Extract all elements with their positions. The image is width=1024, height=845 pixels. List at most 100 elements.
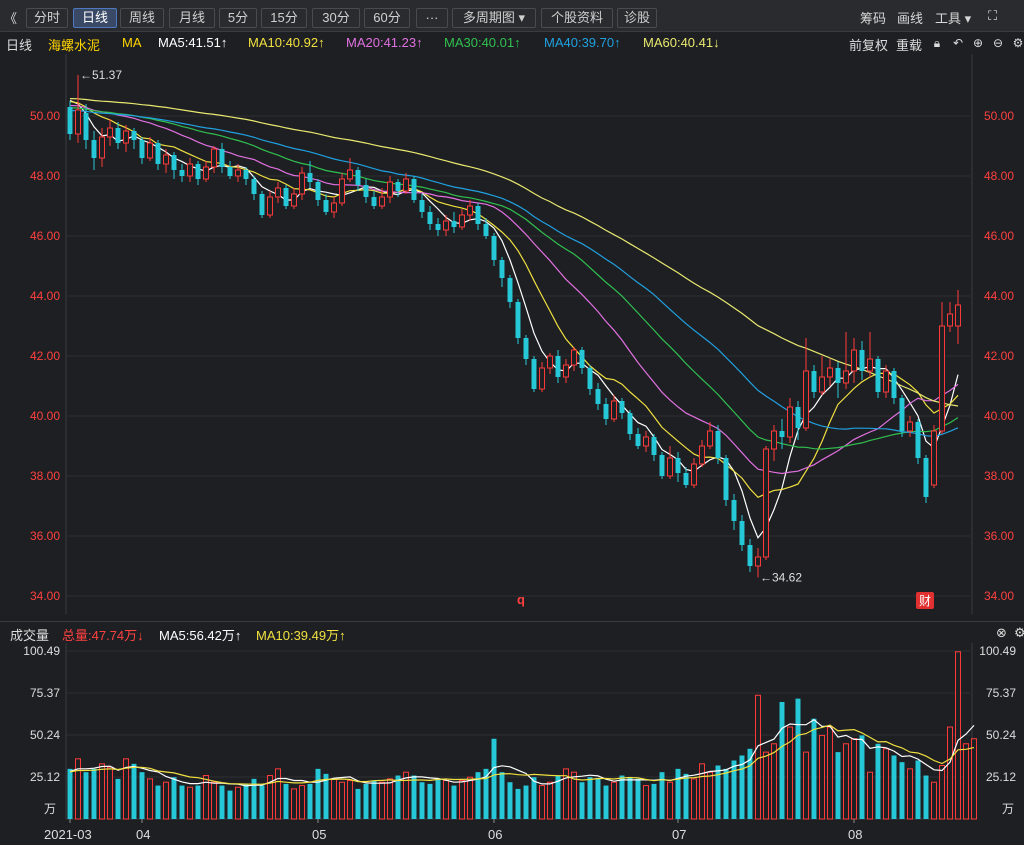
volume-bar xyxy=(91,768,97,819)
volume-bar xyxy=(395,775,401,819)
zoom-out-icon[interactable]: ⊖ xyxy=(992,36,1004,50)
candle xyxy=(939,302,945,434)
volume-bar xyxy=(283,783,289,819)
volume-bar xyxy=(683,773,689,819)
fullscreen-icon[interactable]: ⛶ xyxy=(988,8,998,23)
volume-bar xyxy=(619,775,625,819)
volume-bar xyxy=(699,763,705,820)
candle xyxy=(675,452,681,482)
volume-bar xyxy=(475,772,481,819)
tab-12[interactable]: 诊股 xyxy=(617,8,657,28)
tab-3[interactable]: 周线 xyxy=(120,8,164,28)
volume-bar xyxy=(971,738,977,820)
tab-6[interactable]: 15分 xyxy=(261,8,307,28)
volume-bar xyxy=(179,785,185,819)
candle xyxy=(651,434,657,461)
volume-bar xyxy=(379,781,385,820)
event-marker-q[interactable]: q xyxy=(517,592,525,607)
ma-label[interactable]: MA xyxy=(122,35,142,50)
candle xyxy=(699,440,705,467)
date-tick: 05 xyxy=(312,827,326,842)
ma30-line xyxy=(69,107,959,450)
volume-bar xyxy=(243,783,249,819)
candle xyxy=(427,206,433,230)
volume-bar xyxy=(715,765,721,819)
volume-bar xyxy=(299,785,305,820)
ma20-value: MA20:41.23↑ xyxy=(346,35,423,50)
kline-chart[interactable]: 50.00 50.00 48.00 48.00 46.00 46.00 44.00 44.00… xyxy=(0,54,1024,620)
close-volume-icon[interactable]: ⊗ xyxy=(996,625,1007,640)
volume-chart[interactable]: 100.49 100.49 75.37 75.37 50.24 50.24 25.12 25.… xyxy=(0,643,1024,845)
reload-button[interactable]: 重载 xyxy=(896,38,923,53)
right-volume-unit: 万 xyxy=(1002,802,1014,816)
candle xyxy=(347,158,353,182)
tab-1[interactable]: 分时 xyxy=(26,8,68,28)
volume-bar xyxy=(235,786,241,820)
candle xyxy=(923,455,929,503)
volume-bar xyxy=(507,782,513,819)
volume-bar xyxy=(611,781,617,820)
finance-badge[interactable] xyxy=(916,592,934,609)
candle xyxy=(843,332,849,389)
volume-bar xyxy=(155,785,161,819)
volume-bar xyxy=(859,735,865,819)
volume-bar xyxy=(123,758,129,820)
settings-icon[interactable]: ⚙ xyxy=(1012,36,1024,50)
volume-settings-icon[interactable]: ⚙ xyxy=(1014,625,1024,640)
zoom-in-icon[interactable]: ⊕ xyxy=(972,36,984,50)
volume-bar xyxy=(691,778,697,820)
candle xyxy=(83,104,89,149)
tab-11[interactable]: 个股资料 xyxy=(541,8,613,28)
volume-bar xyxy=(251,778,257,819)
volume-bar xyxy=(931,781,937,820)
draw-button[interactable]: 画线 xyxy=(897,11,924,26)
candle xyxy=(755,548,761,578)
volume-title: 成交量 xyxy=(10,628,50,643)
left-volume-tick: 25.12 xyxy=(30,770,60,784)
candle xyxy=(851,338,857,383)
volume-bar xyxy=(899,762,905,819)
volume-bar xyxy=(803,751,809,820)
candle xyxy=(715,425,721,464)
right-price-tick: 40.00 xyxy=(984,409,1014,423)
tab-10[interactable]: 多周期图 ▾ xyxy=(452,8,536,28)
undo-icon[interactable]: ↶ xyxy=(952,36,964,50)
volume-bar xyxy=(267,775,273,820)
candle xyxy=(251,176,257,200)
candle xyxy=(267,191,273,218)
candle xyxy=(883,365,889,398)
back-icon[interactable]: 《 xyxy=(4,11,18,26)
tab-5[interactable]: 5分 xyxy=(219,8,257,28)
volume-ma10-line xyxy=(69,724,975,785)
candle xyxy=(355,167,361,191)
volume-bar xyxy=(595,778,601,819)
left-price-tick: 44.00 xyxy=(30,289,60,303)
tools-menu[interactable]: 工具 ▾ xyxy=(935,11,972,26)
candle xyxy=(163,149,169,173)
left-volume-tick: 50.24 xyxy=(30,728,60,742)
volume-bar xyxy=(515,788,521,819)
candle xyxy=(227,161,233,179)
candle xyxy=(899,395,905,437)
date-tick: 04 xyxy=(136,827,150,842)
chips-button[interactable]: 筹码 xyxy=(860,11,887,26)
volume-bar xyxy=(523,785,529,819)
tab-9[interactable]: ··· xyxy=(416,8,448,28)
tab-7[interactable]: 30分 xyxy=(312,8,360,28)
tab-2[interactable]: 日线 xyxy=(73,8,117,28)
toolbar: 《分时 日线 周线 月线 5分 15分 30分 60分 ··· 多周期图 ▾ 个股资料 诊股 筹码 画线工… xyxy=(0,0,1024,32)
candle xyxy=(659,452,665,479)
tab-8[interactable]: 60分 xyxy=(364,8,410,28)
adjust-toggle[interactable]: 前复权 xyxy=(849,38,889,53)
stock-name[interactable]: 海螺水泥 xyxy=(48,38,101,53)
left-price-tick: 42.00 xyxy=(30,349,60,363)
volume-bar xyxy=(587,777,593,819)
candle xyxy=(859,341,865,380)
candle xyxy=(451,212,457,233)
candle xyxy=(131,128,137,149)
tab-4[interactable]: 月线 xyxy=(169,8,215,28)
right-volume-tick: 25.12 xyxy=(986,770,1016,784)
volume-bar xyxy=(923,775,929,819)
candle xyxy=(499,257,505,287)
lock-icon[interactable]: 🔒︎ xyxy=(933,36,941,50)
